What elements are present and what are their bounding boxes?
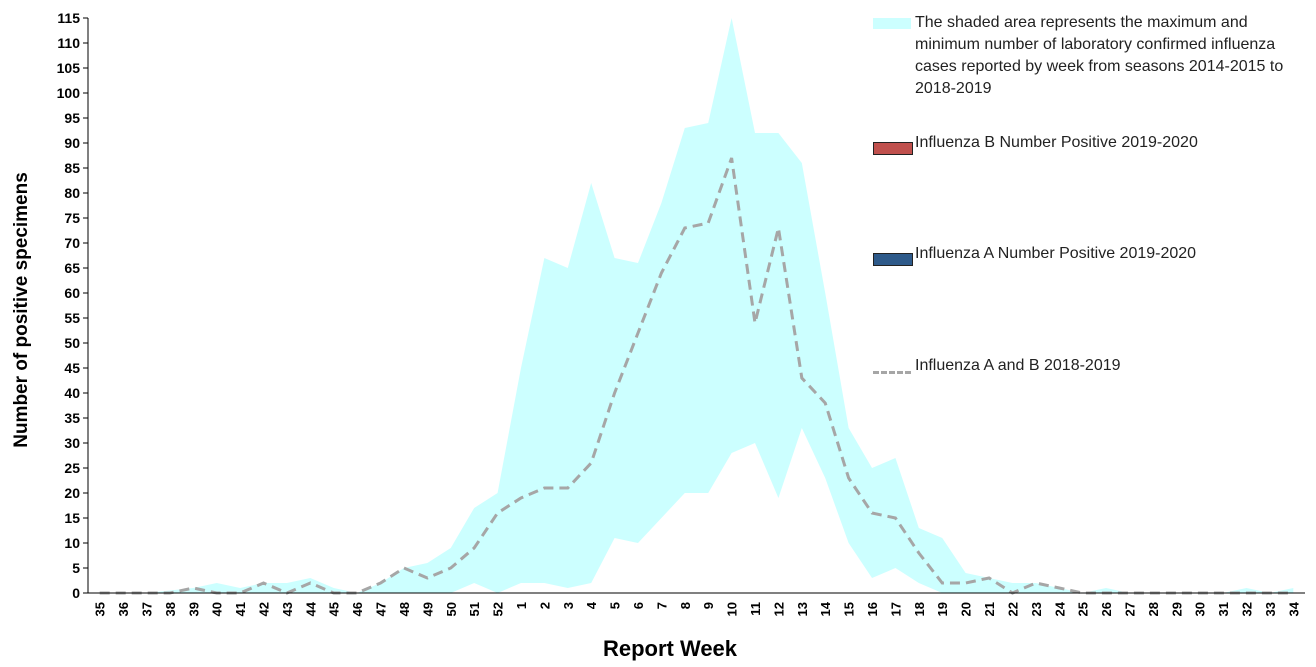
x-tick-label: 2 <box>537 602 552 609</box>
y-tick-label: 35 <box>64 410 80 426</box>
x-tick-label: 37 <box>140 602 155 616</box>
y-tick-label: 40 <box>64 385 80 401</box>
y-tick-label: 80 <box>64 185 80 201</box>
x-tick-label: 39 <box>186 602 201 616</box>
y-tick-label: 105 <box>57 60 81 76</box>
x-tick-label: 5 <box>608 602 623 609</box>
x-tick-label: 14 <box>818 601 833 616</box>
legend-label: Influenza B Number Positive 2019-2020 <box>915 134 1198 151</box>
y-axis-title: Number of positive specimens <box>11 172 32 448</box>
x-tick-label: 20 <box>959 602 974 616</box>
y-tick-label: 55 <box>64 310 80 326</box>
legend-key <box>873 371 911 374</box>
x-tick-label: 49 <box>420 602 435 616</box>
x-tick-label: 23 <box>1029 602 1044 616</box>
y-tick-label: 25 <box>64 460 80 476</box>
x-tick-label: 41 <box>233 602 248 616</box>
x-tick-label: 45 <box>327 602 342 616</box>
x-tick-label: 9 <box>701 602 716 609</box>
x-tick-label: 30 <box>1193 602 1208 616</box>
y-tick-label: 0 <box>72 585 80 601</box>
y-tick-label: 100 <box>57 85 81 101</box>
x-tick-label: 50 <box>444 602 459 616</box>
x-tick-label: 3 <box>561 602 576 609</box>
x-tick-label: 36 <box>116 602 131 616</box>
y-tick-label: 60 <box>64 285 80 301</box>
x-tick-label: 35 <box>93 602 108 616</box>
plot-layer <box>99 18 1294 593</box>
x-tick-label: 32 <box>1239 602 1254 616</box>
y-tick-label: 15 <box>64 510 80 526</box>
x-tick-label: 29 <box>1169 602 1184 616</box>
legend-key <box>873 253 913 266</box>
x-tick-label: 21 <box>982 602 997 616</box>
x-tick-label: 43 <box>280 602 295 616</box>
y-tick-label: 30 <box>64 435 80 451</box>
y-tick-label: 95 <box>64 110 80 126</box>
legend-label: Influenza A and B 2018-2019 <box>915 357 1121 374</box>
x-tick-label: 15 <box>842 602 857 616</box>
y-tick-label: 70 <box>64 235 80 251</box>
y-tick-label: 110 <box>57 35 80 51</box>
x-tick-label: 48 <box>397 602 412 616</box>
x-tick-label: 11 <box>748 602 763 616</box>
y-tick-label: 10 <box>64 535 80 551</box>
x-tick-label: 17 <box>888 602 903 616</box>
x-tick-label: 40 <box>210 602 225 616</box>
x-tick-label: 1 <box>514 602 529 609</box>
y-tick-label: 85 <box>64 160 80 176</box>
x-tick-label: 19 <box>935 602 950 616</box>
x-tick-label: 44 <box>303 601 318 616</box>
x-tick-label: 51 <box>467 602 482 616</box>
x-tick-label: 4 <box>584 601 599 609</box>
legend-label: The shaded area represents the maximum a… <box>915 14 1284 97</box>
x-tick-label: 25 <box>1076 602 1091 616</box>
legend-label: Influenza A Number Positive 2019-2020 <box>915 245 1197 262</box>
x-tick-label: 7 <box>654 602 669 609</box>
y-tick-label: 65 <box>64 260 80 276</box>
x-tick-label: 12 <box>771 602 786 616</box>
x-tick-label: 42 <box>257 602 272 616</box>
x-axis-title: Report Week <box>603 636 738 661</box>
x-tick-label: 26 <box>1099 602 1114 616</box>
y-tick-label: 5 <box>72 560 80 576</box>
x-tick-label: 33 <box>1263 602 1278 616</box>
x-tick-label: 38 <box>163 602 178 616</box>
x-tick-label: 16 <box>865 602 880 616</box>
y-tick-label: 45 <box>64 360 80 376</box>
x-tick-label: 22 <box>1005 602 1020 616</box>
y-tick-label: 75 <box>64 210 80 226</box>
x-tick-label: 18 <box>912 602 927 616</box>
x-tick-label: 52 <box>491 602 506 616</box>
y-tick-label: 90 <box>64 135 80 151</box>
x-tick-label: 24 <box>1052 601 1067 616</box>
x-tick-label: 10 <box>725 602 740 616</box>
x-tick-label: 28 <box>1146 602 1161 616</box>
x-tick-label: 47 <box>374 602 389 616</box>
x-tick-label: 13 <box>795 602 810 616</box>
x-tick-label: 46 <box>350 602 365 616</box>
x-tick-label: 31 <box>1216 602 1231 616</box>
y-tick-label: 115 <box>57 10 80 26</box>
x-tick-label: 8 <box>678 602 693 609</box>
x-tick-label: 6 <box>631 602 646 609</box>
y-tick-label: 20 <box>64 485 80 501</box>
y-tick-label: 50 <box>64 335 80 351</box>
legend-key <box>873 142 913 155</box>
legend-key <box>873 18 911 29</box>
range-band <box>99 18 1294 593</box>
x-tick-label: 27 <box>1122 602 1137 616</box>
x-tick-label: 34 <box>1286 601 1301 616</box>
